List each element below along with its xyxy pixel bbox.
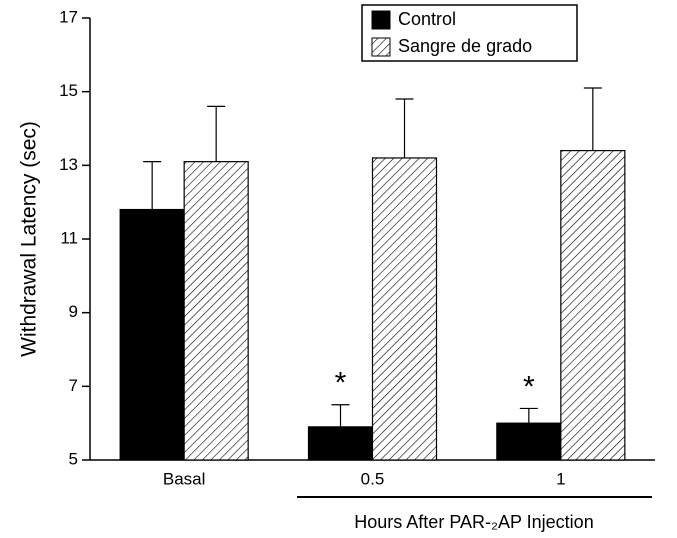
- x-tick-label: 1: [556, 469, 565, 488]
- y-axis-label: Withdrawal Latency (sec): [18, 121, 41, 357]
- y-tick-label: 5: [69, 449, 78, 468]
- y-tick-label: 15: [59, 81, 78, 100]
- bar: [371, 157, 438, 461]
- y-tick-label: 9: [69, 302, 78, 321]
- y-tick-label: 7: [69, 376, 78, 395]
- y-tick-label: 13: [59, 155, 78, 174]
- y-tick-label: 17: [59, 7, 78, 26]
- legend-label: Control: [398, 9, 456, 29]
- annotation: *: [523, 370, 535, 403]
- bar: [496, 422, 562, 461]
- bar: [307, 426, 374, 461]
- legend-box: [361, 4, 578, 62]
- x-tick-label: 0.5: [361, 469, 385, 488]
- legend-label: Sangre de grado: [398, 36, 532, 56]
- bar: [560, 150, 626, 461]
- x-axis-label: Hours After PAR-₂AP Injection: [354, 512, 593, 532]
- y-tick-label: 11: [60, 228, 78, 247]
- annotation: *: [335, 367, 347, 400]
- legend-swatch: [371, 37, 391, 57]
- bar: [119, 208, 185, 461]
- bar: [183, 161, 249, 461]
- legend-swatch: [371, 10, 391, 30]
- x-tick-label: Basal: [163, 469, 206, 488]
